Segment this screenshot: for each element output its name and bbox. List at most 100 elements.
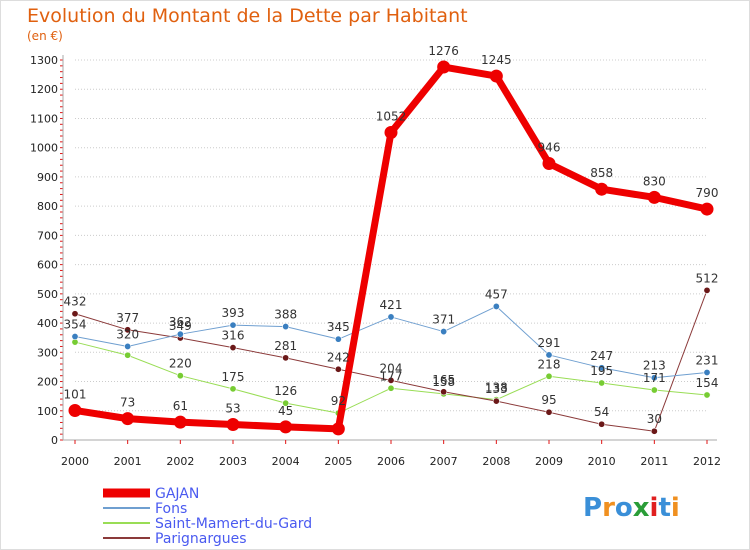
point-fons-2004	[282, 323, 290, 331]
data-label-saint-mamert-du-gard-2004: 126	[274, 384, 297, 398]
x-tick-label-2003: 2003	[219, 455, 247, 468]
x-tick-label-2001: 2001	[114, 455, 142, 468]
x-tick-label-2012: 2012	[693, 455, 721, 468]
label-layer: 220 175 126 92 177 158 138 218 195 171 154 432 377 34…	[64, 44, 719, 426]
y-tick-label-500: 500	[37, 288, 58, 301]
data-label-parignargues-2011: 30	[647, 412, 662, 426]
data-label-fons-2007: 371	[432, 313, 455, 327]
data-label-gajan-2006: 1052	[376, 109, 407, 123]
point-parignargues-2008	[492, 397, 500, 405]
point-gajan-2011	[647, 190, 661, 204]
data-label-gajan-2004: 45	[278, 404, 293, 418]
data-label-parignargues-2003: 316	[222, 329, 245, 343]
point-parignargues-2001	[124, 326, 132, 334]
data-label-parignargues-2000: 432	[64, 295, 87, 309]
data-label-fons-2002: 362	[169, 315, 192, 329]
point-parignargues-2006	[387, 376, 395, 384]
point-saint-mamert-du-gard-2004	[282, 399, 290, 407]
logo-letter: r	[602, 493, 615, 523]
data-label-fons-2006: 421	[380, 298, 403, 312]
point-fons-2009	[545, 351, 553, 359]
data-label-fons-2000: 354	[64, 318, 87, 332]
point-parignargues-2011	[650, 427, 658, 435]
x-tick-label-2005: 2005	[324, 455, 352, 468]
data-label-saint-mamert-du-gard-2007: 158	[432, 375, 455, 389]
logo-letter: x	[633, 493, 650, 523]
y-tick-label-0: 0	[51, 434, 58, 447]
point-fons-2000	[71, 333, 79, 341]
point-fons-2001	[124, 342, 132, 350]
point-parignargues-2003	[229, 344, 237, 352]
data-label-parignargues-2006: 204	[380, 361, 403, 375]
logo-letter: t	[658, 493, 670, 523]
legend-label-saint-mamert-du-gard: Saint-Mamert-du-Gard	[155, 516, 312, 532]
point-fons-2007	[440, 328, 448, 336]
data-label-parignargues-2008: 133	[485, 382, 508, 396]
x-tick-label-2009: 2009	[535, 455, 563, 468]
axis-layer: 0 100 200 300 400 500 600 700 800 900 1000 1100 1200…	[30, 54, 721, 468]
point-gajan-2002	[173, 415, 187, 429]
y-tick-label-800: 800	[37, 200, 58, 213]
logo-letter: i	[650, 493, 659, 523]
point-saint-mamert-du-gard-2011	[650, 386, 658, 394]
data-label-fons-2004: 388	[274, 308, 297, 322]
series-layer	[68, 60, 714, 436]
point-fons-2008	[492, 302, 500, 310]
point-saint-mamert-du-gard-2010	[598, 379, 606, 387]
point-gajan-2010	[595, 182, 609, 196]
data-label-saint-mamert-du-gard-2002: 220	[169, 357, 192, 371]
data-label-saint-mamert-du-gard-2011: 171	[643, 371, 666, 385]
data-label-parignargues-2009: 95	[541, 393, 556, 407]
point-gajan-2006	[384, 125, 398, 139]
y-tick-label-400: 400	[37, 317, 58, 330]
x-tick-label-2000: 2000	[61, 455, 89, 468]
data-label-gajan-2002: 61	[173, 399, 188, 413]
legend-label-fons: Fons	[155, 501, 187, 517]
x-tick-label-2006: 2006	[377, 455, 405, 468]
point-gajan-2000	[68, 403, 82, 417]
y-tick-label-900: 900	[37, 171, 58, 184]
data-label-saint-mamert-du-gard-2012: 154	[696, 376, 719, 390]
data-label-gajan-2003: 53	[225, 402, 240, 416]
y-tick-label-1300: 1300	[30, 54, 58, 67]
point-saint-mamert-du-gard-2006	[387, 384, 395, 392]
data-label-parignargues-2012: 512	[696, 271, 719, 285]
y-tick-label-700: 700	[37, 229, 58, 242]
data-label-fons-2012: 231	[696, 353, 719, 367]
y-tick-label-1100: 1100	[30, 112, 58, 125]
data-label-parignargues-2005: 242	[327, 350, 350, 364]
point-fons-2011	[650, 374, 658, 382]
data-label-fons-2003: 393	[222, 306, 245, 320]
point-fons-2012	[703, 368, 711, 376]
data-label-gajan-2008: 1245	[481, 53, 512, 67]
point-parignargues-2010	[598, 420, 606, 428]
data-label-gajan-2009: 946	[538, 140, 561, 154]
x-tick-label-2011: 2011	[640, 455, 668, 468]
point-gajan-2001	[121, 412, 135, 426]
proxiti-logo: Proxiti	[583, 493, 680, 523]
point-saint-mamert-du-gard-2009	[545, 372, 553, 380]
point-fons-2010	[598, 364, 606, 372]
point-gajan-2012	[700, 202, 714, 216]
y-tick-label-200: 200	[37, 376, 58, 389]
x-tick-label-2002: 2002	[166, 455, 194, 468]
point-saint-mamert-du-gard-2012	[703, 391, 711, 399]
data-label-saint-mamert-du-gard-2006: 177	[380, 369, 403, 383]
data-label-parignargues-2001: 377	[116, 311, 139, 325]
data-label-saint-mamert-du-gard-2010: 195	[590, 364, 613, 378]
point-saint-mamert-du-gard-2002	[176, 372, 184, 380]
point-fons-2005	[334, 335, 342, 343]
data-label-fons-2011: 213	[643, 359, 666, 373]
data-label-gajan-2001: 73	[120, 396, 135, 410]
data-label-fons-2005: 345	[327, 320, 350, 334]
point-gajan-2005	[331, 422, 345, 436]
point-fons-2006	[387, 313, 395, 321]
data-label-gajan-2010: 858	[590, 166, 613, 180]
data-label-fons-2009: 291	[538, 336, 561, 350]
data-label-saint-mamert-du-gard-2005: 92	[331, 394, 346, 408]
data-label-parignargues-2002: 349	[169, 319, 192, 333]
x-tick-label-2004: 2004	[272, 455, 300, 468]
